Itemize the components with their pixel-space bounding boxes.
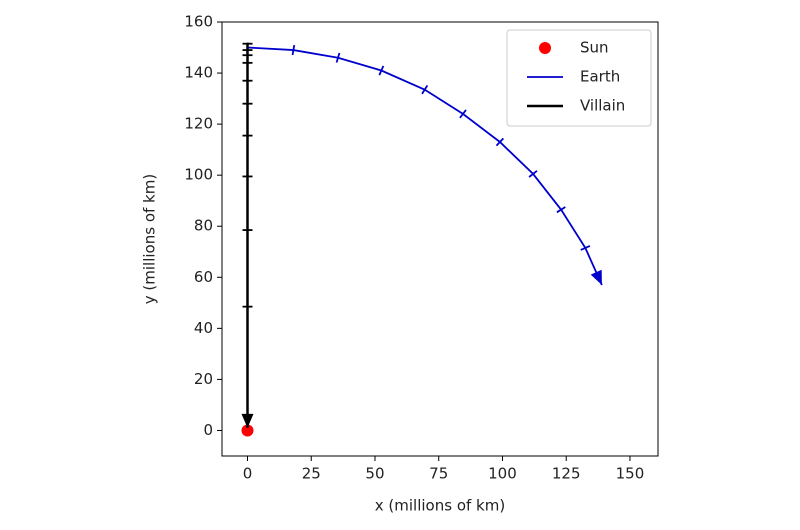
x-axis-label: x (millions of km) (375, 497, 505, 515)
x-tick-label: 150 (616, 465, 645, 483)
y-tick-label: 60 (194, 268, 213, 286)
step-tick (459, 109, 467, 119)
legend-marker (539, 42, 551, 54)
arrow-head (241, 413, 254, 428)
y-axis-label: y (millions of km) (141, 174, 159, 304)
y-tick-label: 160 (184, 13, 213, 31)
step-tick (495, 137, 505, 147)
step-tick (528, 170, 538, 178)
y-tick-label: 140 (184, 64, 213, 82)
plot-frame (221, 21, 659, 457)
x-tick-label: 50 (365, 465, 384, 483)
x-tick-label: 100 (488, 465, 517, 483)
scatter-point (241, 424, 254, 437)
legend-box (506, 29, 652, 127)
legend-label: Sun (580, 39, 609, 57)
step-tick (291, 45, 296, 56)
x-tick-label: 25 (302, 465, 321, 483)
step-tick (580, 245, 591, 251)
legend-label: Earth (580, 68, 620, 86)
arrow-head (590, 269, 602, 285)
step-tick (556, 206, 566, 214)
step-tick (378, 65, 385, 76)
y-tick-label: 80 (194, 217, 213, 235)
y-tick-label: 100 (184, 166, 213, 184)
x-tick-label: 125 (552, 465, 581, 483)
x-tick-label: 75 (429, 465, 448, 483)
legend-label: Villain (580, 97, 625, 115)
x-tick-label: 0 (243, 465, 253, 483)
y-tick-label: 20 (194, 370, 213, 388)
step-tick (335, 52, 341, 63)
y-tick-label: 120 (184, 115, 213, 133)
y-tick-label: 0 (203, 421, 213, 439)
y-tick-label: 40 (194, 319, 213, 337)
step-tick (421, 84, 429, 95)
